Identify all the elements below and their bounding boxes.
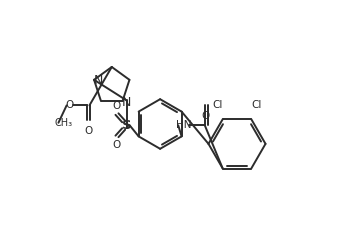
Text: O: O [202, 111, 210, 121]
Text: O: O [112, 140, 120, 150]
Text: HN: HN [176, 120, 191, 130]
Text: O: O [112, 101, 120, 111]
Text: O: O [84, 126, 92, 136]
Text: Cl: Cl [212, 100, 223, 110]
Text: N: N [94, 74, 103, 87]
Text: CH₃: CH₃ [55, 118, 73, 128]
Text: O: O [65, 100, 74, 110]
Text: N: N [122, 96, 131, 109]
Text: S: S [122, 119, 132, 132]
Text: Cl: Cl [251, 100, 261, 110]
